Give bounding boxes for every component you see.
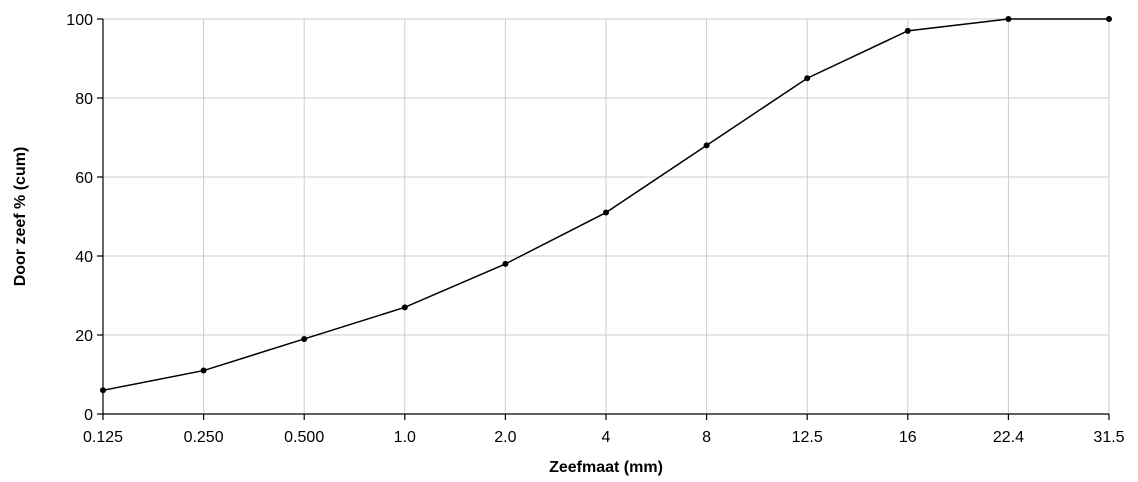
y-tick-label: 60 bbox=[75, 170, 93, 187]
x-tick-label: 16 bbox=[899, 429, 917, 446]
x-tick-label: 2.0 bbox=[494, 429, 516, 446]
data-point bbox=[1106, 16, 1112, 22]
data-point bbox=[301, 335, 308, 342]
data-point bbox=[100, 387, 106, 394]
data-point bbox=[200, 367, 207, 374]
y-axis-title: Door zeef % (cum) bbox=[12, 147, 29, 287]
data-point bbox=[904, 27, 911, 34]
y-tick-label: 80 bbox=[75, 91, 93, 108]
grid bbox=[103, 18, 1110, 414]
x-axis-ticks: 0.125 0.250 0.500 1.0 2.0 4 8 12.5 16 22.4 31.5 bbox=[83, 414, 1125, 446]
x-tick-label: 8 bbox=[702, 429, 711, 446]
x-tick-label: 0.250 bbox=[184, 429, 224, 446]
y-tick-label: 0 bbox=[84, 407, 93, 424]
x-tick-label: 0.500 bbox=[284, 429, 324, 446]
y-tick-label: 40 bbox=[75, 249, 93, 266]
x-axis-title: Zeefmaat (mm) bbox=[549, 459, 663, 476]
y-tick-label: 100 bbox=[66, 12, 93, 29]
x-tick-label: 0.125 bbox=[83, 429, 123, 446]
data-point bbox=[804, 75, 811, 82]
x-tick-label: 12.5 bbox=[792, 429, 823, 446]
x-tick-label: 22.4 bbox=[993, 429, 1024, 446]
y-tick-label: 20 bbox=[75, 328, 93, 345]
data-point bbox=[603, 209, 609, 216]
x-tick-label: 1.0 bbox=[394, 429, 416, 446]
series-layer bbox=[100, 16, 1112, 394]
x-tick-label: 4 bbox=[602, 429, 611, 446]
data-point bbox=[401, 304, 408, 311]
x-tick-label: 31.5 bbox=[1093, 429, 1124, 446]
data-point bbox=[502, 260, 509, 267]
data-point bbox=[703, 142, 710, 149]
y-axis-ticks: 0 20 40 60 80 100 bbox=[66, 12, 103, 424]
data-point bbox=[1005, 16, 1012, 22]
